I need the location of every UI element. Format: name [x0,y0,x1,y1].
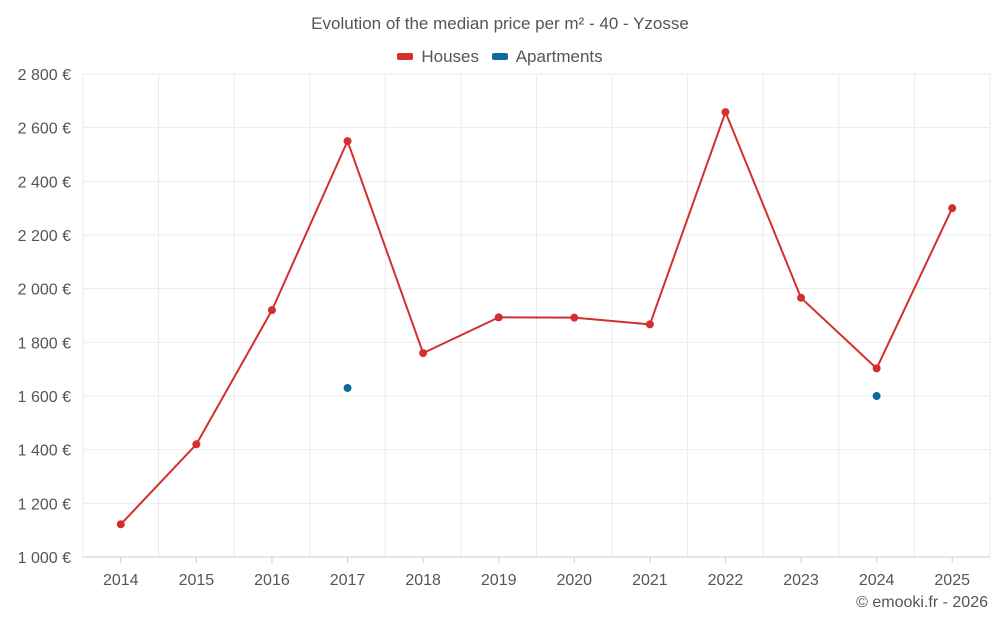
data-point-houses [116,520,125,529]
data-point-houses [419,349,428,358]
data-point-houses [192,440,201,449]
y-tick-label: 2 400 € [18,174,71,191]
data-point-apartments [343,383,352,392]
x-tick-label: 2019 [481,572,517,589]
x-tick-label: 2017 [330,572,366,589]
x-tick-label: 2014 [103,572,139,589]
x-tick-label: 2021 [632,572,668,589]
data-point-houses [872,364,881,373]
x-tick-label: 2023 [783,572,819,589]
y-tick-label: 2 800 € [18,67,71,84]
data-point-houses [494,313,503,322]
legend-swatch-apartments [491,53,508,60]
y-tick-label: 1 800 € [18,335,71,352]
x-tick-label: 2024 [859,572,895,589]
y-tick-label: 2 000 € [18,282,71,299]
legend-swatch-houses [397,53,414,60]
y-tick-label: 1 600 € [18,389,71,406]
data-point-houses [343,137,352,146]
credit-text: © emooki.fr - 2026 [856,594,988,611]
y-tick-label: 2 200 € [18,228,71,245]
legend: Houses Apartments [0,45,1000,67]
legend-item-houses[interactable]: Houses [397,47,479,67]
data-point-houses [721,108,730,117]
x-tick-label: 2015 [179,572,215,589]
x-tick-label: 2022 [708,572,744,589]
y-tick-label: 1 200 € [18,496,71,513]
x-tick-label: 2020 [556,572,592,589]
data-point-houses [645,320,654,329]
data-point-houses [948,204,957,213]
data-point-apartments [872,392,881,400]
legend-label-houses: Houses [421,46,479,66]
x-tick-label: 2018 [405,572,441,589]
y-tick-label: 1 000 € [18,550,71,567]
chart-title: Evolution of the median price per m² - 4… [311,14,689,33]
data-point-houses [570,313,579,322]
y-tick-label: 1 400 € [18,443,71,460]
y-tick-label: 2 600 € [18,121,71,138]
data-point-houses [267,306,276,315]
legend-item-apartments[interactable]: Apartments [491,46,603,67]
series-line-houses [120,111,954,525]
legend-label-apartments: Apartments [515,46,603,66]
x-tick-label: 2025 [934,572,970,589]
x-tick-label: 2016 [254,572,290,589]
data-point-houses [797,293,806,302]
